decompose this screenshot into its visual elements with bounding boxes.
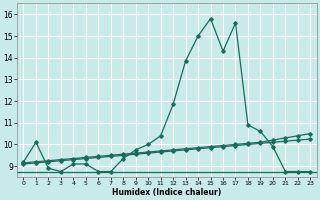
X-axis label: Humidex (Indice chaleur): Humidex (Indice chaleur) bbox=[112, 188, 221, 197]
